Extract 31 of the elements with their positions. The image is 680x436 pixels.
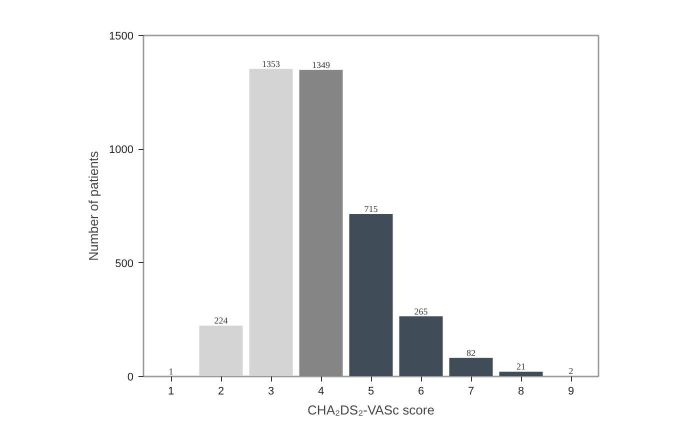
x-tick-label: 4 [318,386,324,398]
data-label: 224 [214,316,228,326]
x-tick-label: 1 [168,386,174,398]
data-label: 1349 [312,60,330,70]
x-tick-label: 3 [268,386,274,398]
x-axis-title: CHA₂DS₂-VASc score [308,402,434,418]
data-label: 1353 [262,58,280,69]
bar [249,68,293,376]
x-tick-label: 8 [518,386,524,398]
x-tick-label: 6 [418,386,424,398]
y-tick-label: 0 [127,372,134,384]
bar [199,326,243,376]
y-tick-label: 1500 [109,30,134,42]
bar [299,70,343,376]
y-tick-label: 500 [115,258,134,270]
data-label: 715 [364,204,378,214]
y-tick-label: 1000 [109,144,134,156]
data-label: 265 [414,306,428,316]
data-label: 21 [516,362,526,372]
data-label: 1 [168,366,174,376]
x-tick-label: 5 [368,386,374,398]
bar [399,316,443,376]
x-tick-label: 2 [218,386,224,398]
y-axis-title: Number of patients [86,150,102,261]
data-label: 2 [568,366,574,376]
x-tick-label: 9 [568,386,574,398]
bar [449,358,493,376]
bar [349,214,393,376]
data-label: 82 [466,348,476,358]
bar [499,372,543,376]
x-tick-label: 7 [468,386,474,398]
